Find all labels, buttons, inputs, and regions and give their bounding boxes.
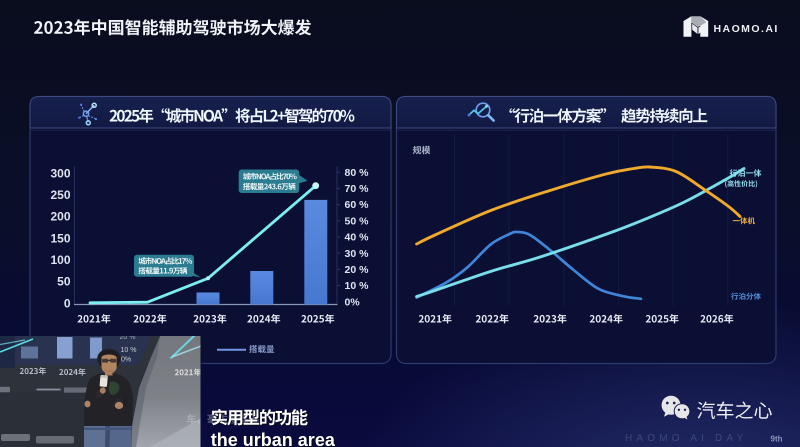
svg-text:70 %: 70 % (345, 183, 370, 195)
svg-text:HAOMO AI DAY: HAOMO AI DAY (625, 433, 747, 444)
svg-text:250: 250 (50, 188, 70, 202)
svg-text:300: 300 (50, 166, 70, 180)
svg-text:9th: 9th (771, 435, 783, 444)
svg-text:50: 50 (57, 275, 71, 289)
svg-text:0: 0 (64, 296, 71, 310)
svg-text:50 %: 50 % (345, 215, 370, 227)
svg-text:100: 100 (50, 253, 70, 267)
svg-text:HAOMO.AI: HAOMO.AI (714, 23, 779, 35)
svg-text:10 %: 10 % (121, 347, 137, 354)
svg-text:200: 200 (50, 210, 70, 224)
svg-text:20 %: 20 % (120, 334, 136, 341)
svg-text:the urban area: the urban area (212, 431, 337, 447)
svg-text:30 %: 30 % (345, 248, 370, 260)
svg-text:0%: 0% (345, 296, 361, 308)
svg-text:the urban area: the urban area (211, 430, 336, 447)
svg-text:80 %: 80 % (345, 167, 370, 179)
svg-text:0%: 0% (121, 357, 131, 364)
svg-text:20 %: 20 % (345, 264, 370, 276)
svg-text:60 %: 60 % (345, 199, 370, 211)
svg-text:40 %: 40 % (345, 232, 370, 244)
svg-text:150: 150 (50, 231, 70, 245)
svg-text:10 %: 10 % (345, 280, 370, 292)
